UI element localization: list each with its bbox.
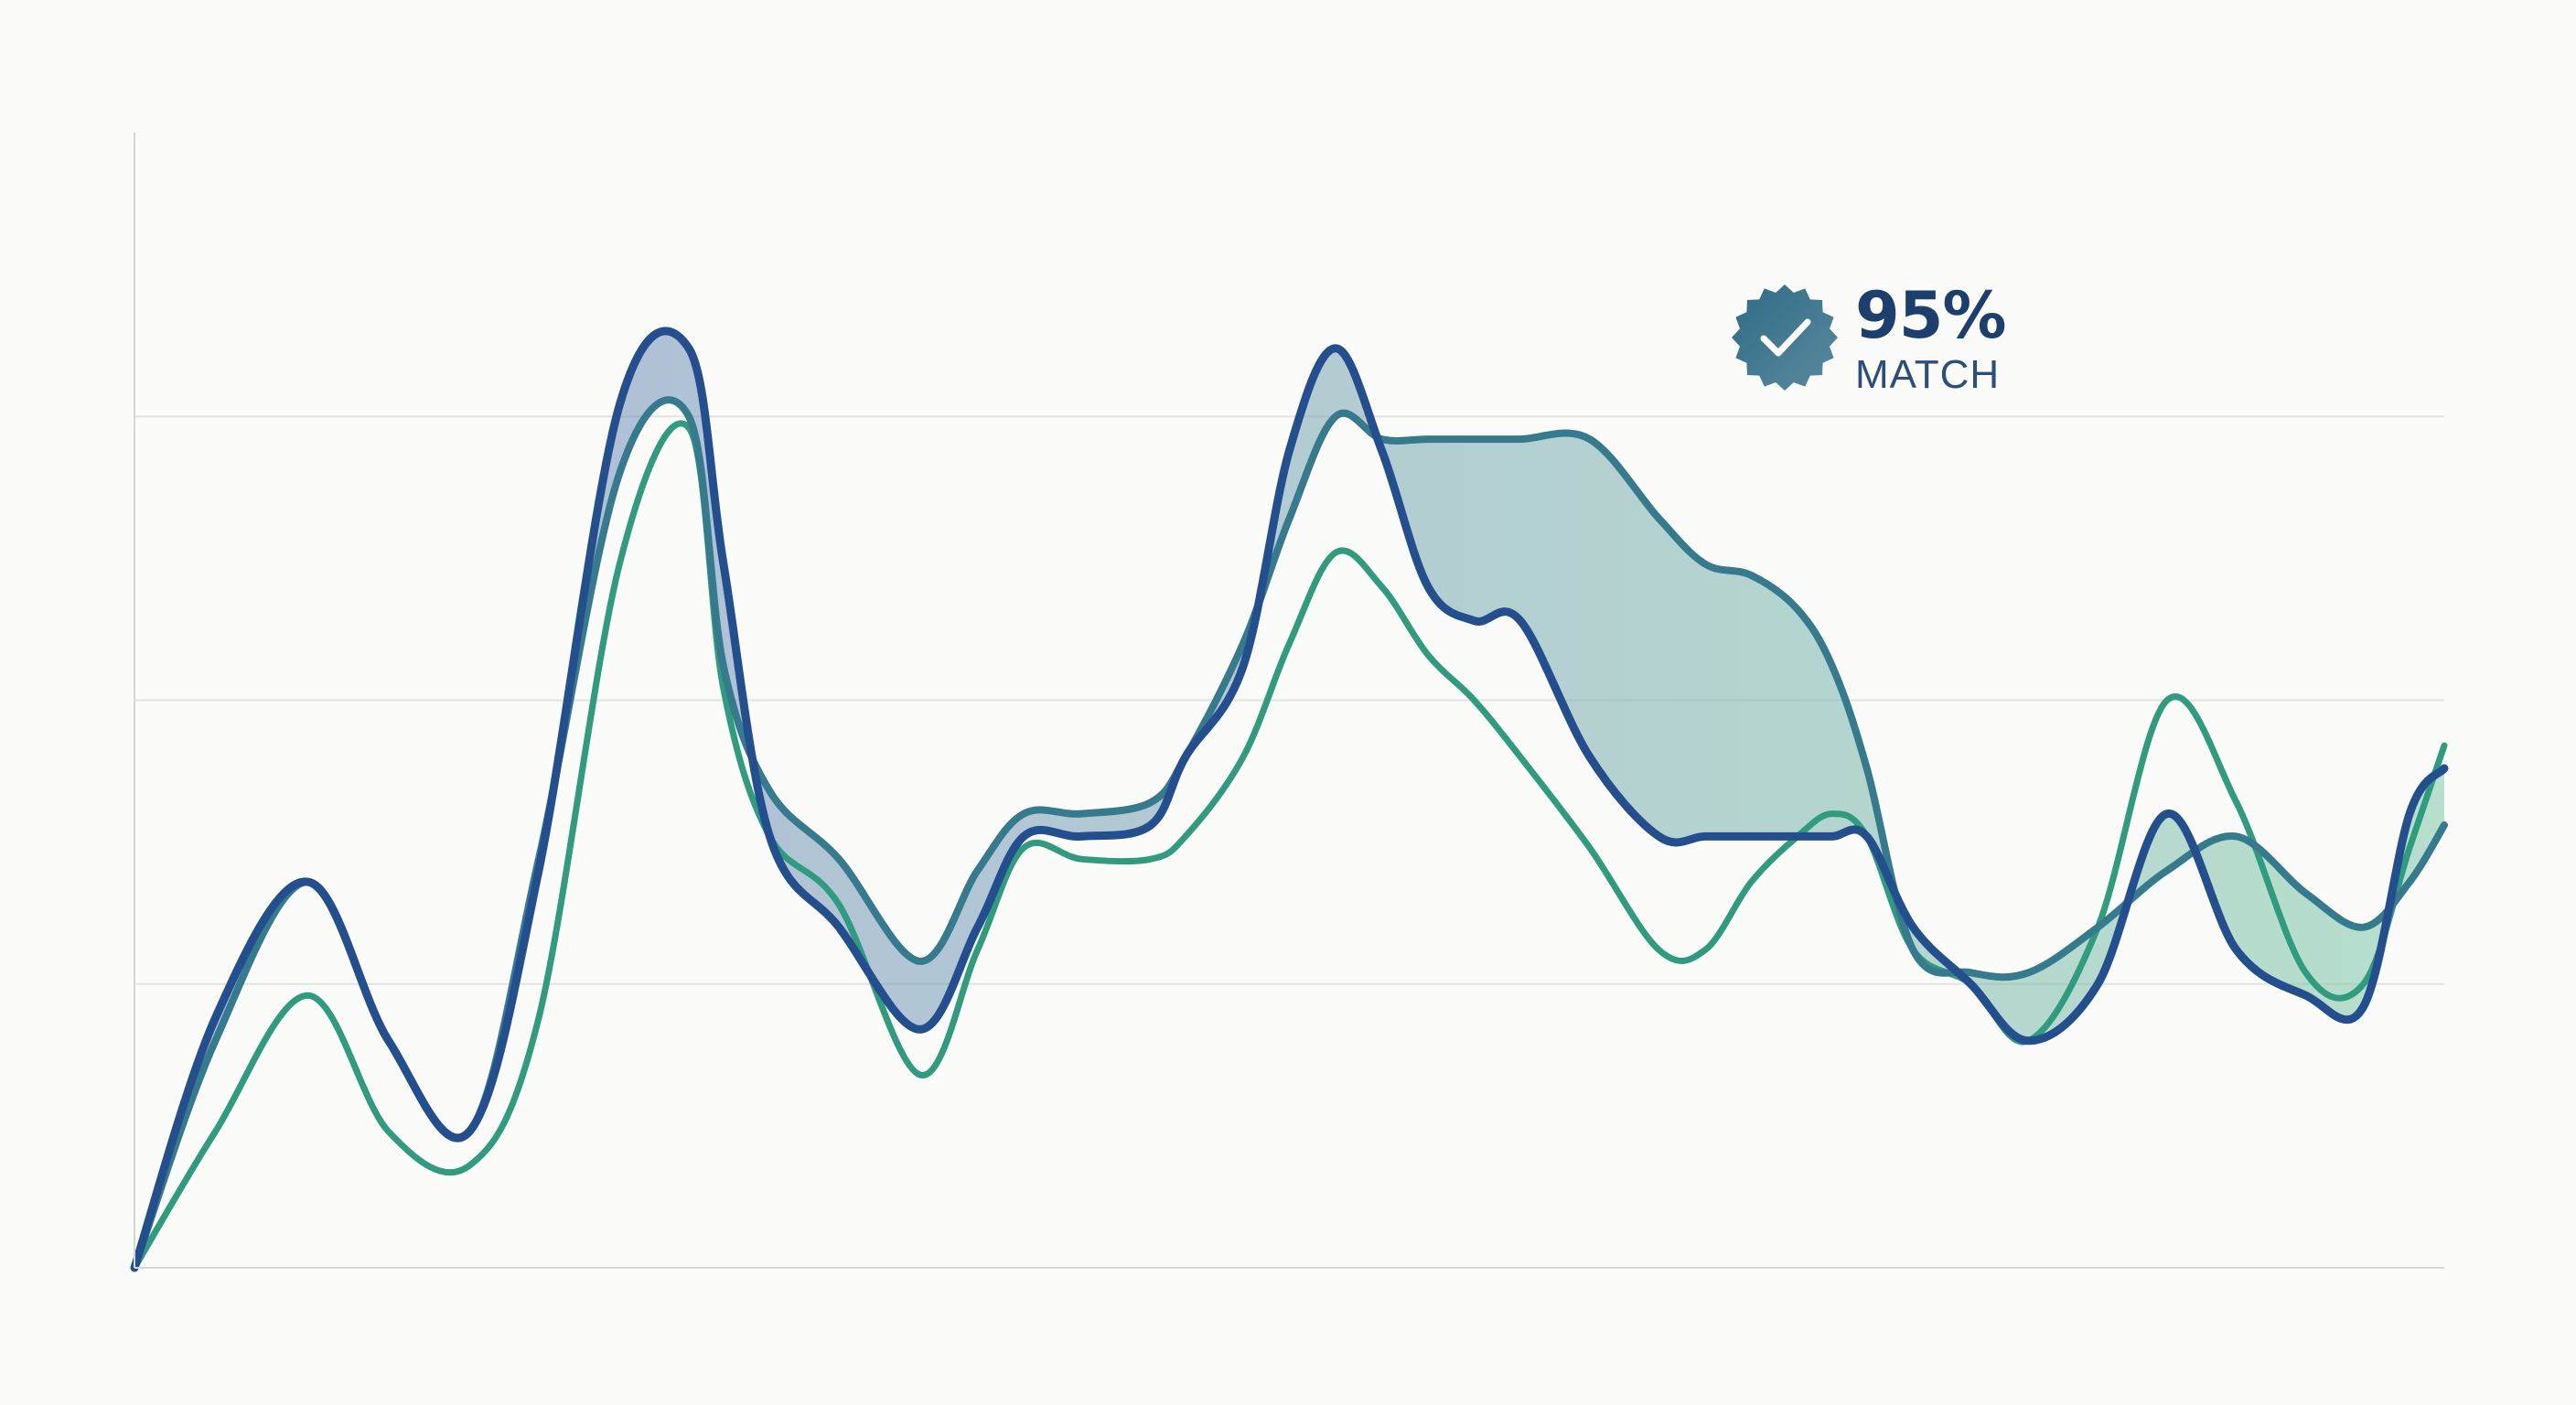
match-percentage: 95% [1855,278,2007,353]
series-a-line [130,327,2449,1272]
difference-band [134,330,2444,1268]
series-b-line [131,420,2448,1271]
axes [134,133,2444,1269]
match-badge: 95% MATCH [1727,280,2038,399]
check-seal-icon [1732,284,1838,391]
series-c-line [131,396,2448,1271]
match-label: MATCH [1855,352,2001,397]
series-lines [130,327,2449,1272]
band-area [134,330,2444,1268]
